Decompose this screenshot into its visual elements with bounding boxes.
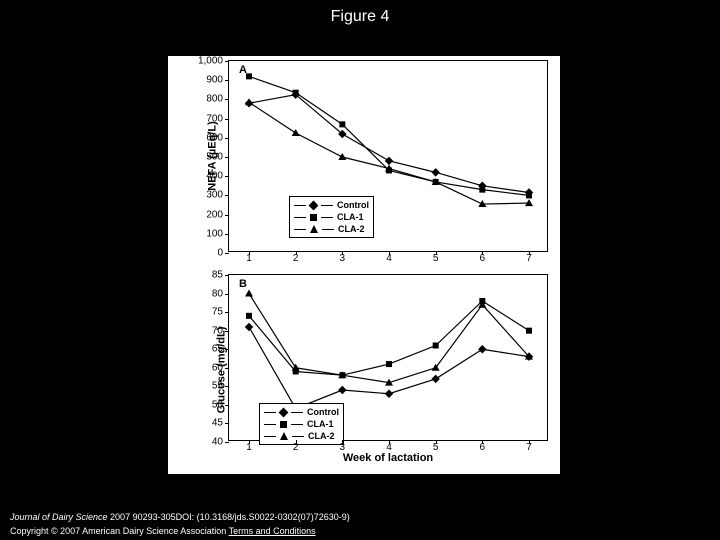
panel-a: A ControlCLA-1CLA-2 01002003004005006007… — [228, 60, 548, 252]
legend-b: ControlCLA-1CLA-2 — [259, 403, 344, 445]
terms-link[interactable]: Terms and Conditions — [229, 526, 316, 536]
legend-a: ControlCLA-1CLA-2 — [289, 196, 374, 238]
ytick: 80 — [212, 288, 223, 299]
xlabel: Week of lactation — [343, 452, 433, 464]
ytick: 200 — [206, 209, 223, 220]
xtick: 1 — [246, 442, 252, 453]
ylabel-b: Glucose (mg/dL) — [215, 327, 227, 414]
xtick: 4 — [386, 253, 392, 264]
ytick: 85 — [212, 270, 223, 281]
ytick: 300 — [206, 190, 223, 201]
journal-name: Journal of Dairy Science — [10, 512, 108, 522]
xtick: 2 — [293, 253, 299, 264]
panel-a-lines — [229, 61, 549, 253]
xtick: 5 — [433, 253, 439, 264]
plot-b: B ControlCLA-1CLA-2 40455055606570758085… — [228, 274, 548, 441]
xtick: 7 — [526, 253, 532, 264]
xtick: 7 — [526, 442, 532, 453]
ytick: 75 — [212, 307, 223, 318]
copyright: Copyright © 2007 American Dairy Science … — [10, 526, 316, 536]
legend-item: CLA-2 — [264, 430, 339, 442]
ylabel-a: NEFA (µEq/L) — [207, 121, 219, 190]
copyright-text: Copyright © 2007 American Dairy Science … — [10, 526, 229, 536]
citation: Journal of Dairy Science 2007 90293-305D… — [10, 512, 350, 522]
ytick: 800 — [206, 94, 223, 105]
xtick: 5 — [433, 442, 439, 453]
ytick: 900 — [206, 75, 223, 86]
plot-a: A ControlCLA-1CLA-2 01002003004005006007… — [228, 60, 548, 252]
xtick: 6 — [480, 253, 486, 264]
legend-item: CLA-1 — [294, 211, 369, 223]
xtick: 2 — [293, 442, 299, 453]
legend-item: CLA-2 — [294, 223, 369, 235]
xtick: 3 — [340, 253, 346, 264]
ytick: 0 — [217, 248, 223, 259]
legend-item: CLA-1 — [264, 418, 339, 430]
ytick: 1,000 — [198, 56, 223, 67]
xtick: 6 — [480, 442, 486, 453]
chart-container: A ControlCLA-1CLA-2 01002003004005006007… — [168, 56, 560, 474]
ytick: 40 — [212, 437, 223, 448]
legend-item: Control — [264, 406, 339, 418]
legend-item: Control — [294, 199, 369, 211]
ytick: 45 — [212, 418, 223, 429]
xtick: 1 — [246, 253, 252, 264]
citation-rest: 2007 90293-305DOI: (10.3168/jds.S0022-03… — [108, 512, 350, 522]
figure-title: Figure 4 — [331, 8, 390, 26]
ytick: 100 — [206, 228, 223, 239]
panel-b: B ControlCLA-1CLA-2 40455055606570758085… — [228, 274, 548, 466]
